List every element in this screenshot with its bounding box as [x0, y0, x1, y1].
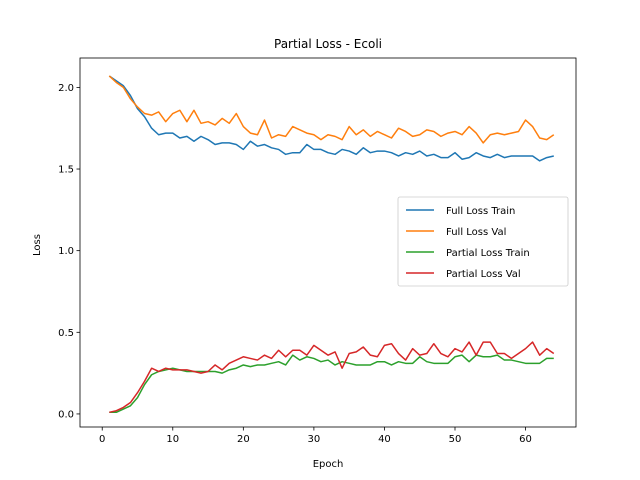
y-axis-label: Loss	[32, 234, 43, 256]
x-tick-label: 50	[449, 434, 462, 445]
x-tick-label: 10	[166, 434, 179, 445]
y-tick-label: 0.0	[58, 409, 74, 420]
legend-label-partial-loss-train: Partial Loss Train	[446, 248, 530, 259]
legend: Full Loss Train Full Loss Val Partial Loss…	[397, 196, 569, 287]
x-tick-label: 30	[308, 434, 321, 445]
y-tick-label: 2.0	[58, 83, 74, 94]
x-axis-label: Epoch	[313, 459, 344, 470]
x-axis: 0 10 20 30 40 50 60	[99, 427, 532, 445]
y-tick-label: 1.0	[58, 246, 74, 257]
legend-label-full-loss-train: Full Loss Train	[446, 206, 515, 217]
chart-title: Partial Loss - Ecoli	[274, 37, 382, 51]
x-tick-label: 20	[237, 434, 250, 445]
series-line-full-loss-train	[108, 75, 554, 162]
series-line-full-loss-val	[108, 75, 555, 144]
series-line-partial-loss-val	[109, 341, 555, 414]
series-line-partial-loss-train	[109, 354, 554, 414]
legend-label-partial-loss-val: Partial Loss Val	[446, 269, 521, 280]
axes-frame	[79, 57, 577, 428]
legend-box	[397, 196, 569, 287]
x-tick-label: 40	[378, 434, 391, 445]
y-axis: 0.0 0.5 1.0 1.5 2.0	[58, 83, 80, 420]
y-tick-label: 1.5	[58, 165, 74, 176]
legend-label-full-loss-val: Full Loss Val	[446, 227, 506, 238]
x-tick-label: 60	[519, 434, 532, 445]
y-tick-label: 0.5	[58, 328, 74, 339]
series-lines	[108, 75, 555, 414]
x-tick-label: 0	[99, 434, 105, 445]
